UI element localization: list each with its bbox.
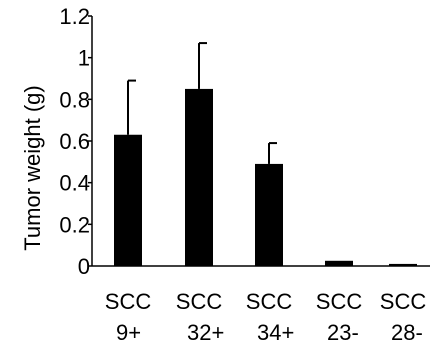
bar xyxy=(325,260,353,266)
bar xyxy=(114,134,142,266)
category-label-line1: SCC xyxy=(380,289,427,314)
y-tick-label: 0.4 xyxy=(59,171,90,196)
category-label-line1: SCC xyxy=(316,289,363,314)
category-label-line1: SCC xyxy=(246,289,293,314)
bar xyxy=(185,88,213,267)
category-label-line2: 9+ xyxy=(116,320,141,345)
bar xyxy=(389,263,417,266)
y-tick-label: 0.8 xyxy=(59,87,90,112)
y-tick-label: 0.2 xyxy=(59,212,90,237)
category-labels: SCC 9+ SCC 32+ SCC 34+ SCC 23- SCC 28- xyxy=(105,289,427,345)
category-label-line1: SCC xyxy=(105,289,152,314)
y-tick-labels: 0 0.2 0.4 0.6 0.8 1 1.2 xyxy=(59,4,92,279)
bar xyxy=(255,163,283,266)
category-label-line1: SCC xyxy=(176,289,223,314)
category-label-line2: 28- xyxy=(391,320,423,345)
category-label-line2: 32+ xyxy=(187,320,224,345)
y-tick-label: 0 xyxy=(78,254,90,279)
y-tick-label: 1 xyxy=(78,46,90,71)
y-tick-label: 1.2 xyxy=(59,4,90,29)
y-tick-label: 0.6 xyxy=(59,129,90,154)
category-label-line2: 23- xyxy=(327,320,359,345)
bars xyxy=(114,42,417,267)
category-label-line2: 34+ xyxy=(257,320,294,345)
y-axis-label: Tumor weight (g) xyxy=(20,85,45,250)
